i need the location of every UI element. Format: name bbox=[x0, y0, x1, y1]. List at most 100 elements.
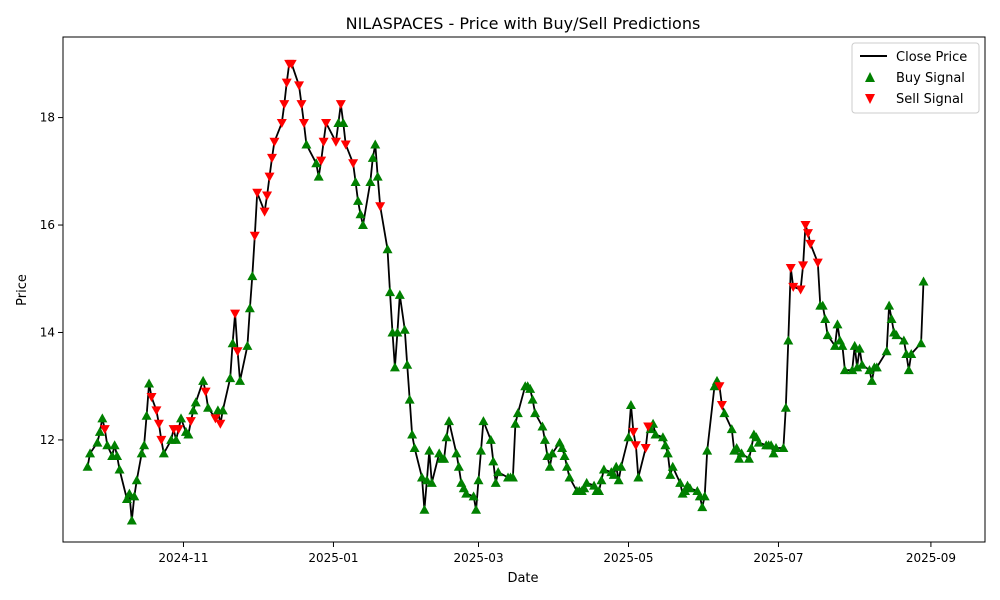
buy-signal-marker bbox=[542, 451, 553, 461]
buy-signal-marker bbox=[357, 220, 368, 230]
sell-signal-marker bbox=[798, 261, 809, 271]
buy-signal-marker bbox=[473, 475, 484, 485]
buy-signal-marker bbox=[820, 314, 831, 324]
sell-signal-marker bbox=[266, 153, 277, 163]
buy-signal-marker bbox=[244, 303, 255, 313]
legend-buy-signal: Buy Signal bbox=[896, 71, 965, 86]
buy-signal-marker bbox=[564, 472, 575, 482]
buy-signal-marker bbox=[416, 472, 427, 482]
buy-signal-marker bbox=[350, 177, 361, 187]
sell-signal-marker bbox=[800, 221, 811, 231]
buy-signal-marker bbox=[886, 314, 897, 324]
sell-signal-marker bbox=[99, 425, 110, 435]
buy-signal-marker bbox=[97, 413, 108, 423]
chart-title: NILASPACES - Price with Buy/Sell Predict… bbox=[346, 14, 701, 33]
buy-signal-marker bbox=[488, 456, 499, 466]
sell-signal-marker bbox=[276, 118, 287, 128]
buy-signal-marker bbox=[85, 448, 96, 458]
y-tick-label: 16 bbox=[40, 218, 55, 232]
buy-signal-marker bbox=[871, 362, 882, 372]
buy-signal-marker bbox=[176, 413, 187, 423]
sell-signal-marker bbox=[805, 239, 816, 249]
buy-signal-marker bbox=[616, 461, 627, 471]
buy-signal-marker bbox=[746, 442, 757, 452]
sell-signal-marker bbox=[262, 191, 273, 201]
buy-signal-marker bbox=[916, 338, 927, 348]
buy-signal-marker bbox=[613, 475, 624, 485]
buy-signal-marker bbox=[82, 461, 93, 471]
buy-signal-marker bbox=[665, 469, 676, 479]
sell-signal-layer bbox=[99, 59, 823, 453]
buy-signal-marker bbox=[217, 405, 228, 415]
buy-signal-marker bbox=[475, 445, 486, 455]
sell-signal-marker bbox=[348, 159, 359, 169]
buy-signal-marker bbox=[372, 171, 383, 181]
buy-signal-marker bbox=[817, 300, 828, 310]
sell-signal-marker bbox=[795, 285, 806, 295]
buy-signal-marker bbox=[530, 408, 541, 418]
sell-signal-marker bbox=[812, 258, 823, 268]
buy-signal-marker bbox=[684, 483, 695, 493]
x-axis: 2024-11 2025-01 2025-03 2025-05 2025-07 2025-… bbox=[158, 542, 956, 565]
sell-signal-marker bbox=[318, 137, 329, 147]
buy-signal-marker bbox=[453, 461, 464, 471]
buy-signal-marker bbox=[881, 346, 892, 356]
x-tick-label: 2025-09 bbox=[906, 551, 956, 565]
buy-signal-marker bbox=[144, 378, 155, 388]
buy-signal-marker bbox=[126, 515, 137, 525]
legend-close-price: Close Price bbox=[896, 50, 967, 65]
buy-signal-marker bbox=[559, 451, 570, 461]
x-tick-label: 2024-11 bbox=[158, 551, 208, 565]
legend-sell-swatch bbox=[865, 94, 875, 104]
buy-signal-marker bbox=[891, 330, 902, 340]
buy-signal-marker bbox=[581, 477, 592, 487]
buy-signal-marker bbox=[547, 448, 558, 458]
sell-signal-marker bbox=[321, 118, 332, 128]
buy-signal-marker bbox=[510, 418, 521, 428]
buy-signal-marker bbox=[633, 472, 644, 482]
buy-signal-marker bbox=[124, 488, 135, 498]
legend-buy-swatch bbox=[865, 72, 875, 82]
sell-signal-marker bbox=[185, 417, 196, 427]
sell-signal-marker bbox=[232, 347, 243, 357]
buy-signal-marker bbox=[353, 195, 364, 205]
buy-signal-marker bbox=[109, 440, 120, 450]
buy-signal-marker bbox=[121, 494, 132, 504]
buy-signal-marker bbox=[598, 464, 609, 474]
buy-signal-marker bbox=[864, 365, 875, 375]
y-tick-label: 12 bbox=[40, 433, 55, 447]
buy-signal-marker bbox=[190, 397, 201, 407]
plot-frame bbox=[62, 36, 986, 543]
buy-signal-marker bbox=[225, 373, 236, 383]
buy-signal-marker bbox=[419, 504, 430, 514]
buy-signal-marker bbox=[242, 340, 253, 350]
buy-signal-marker bbox=[468, 491, 479, 501]
buy-signal-marker bbox=[493, 467, 504, 477]
buy-signal-marker bbox=[699, 491, 710, 501]
buy-signal-marker bbox=[847, 365, 858, 375]
sell-signal-marker bbox=[714, 382, 725, 392]
buy-signal-layer bbox=[82, 117, 929, 525]
sell-signal-marker bbox=[151, 406, 162, 416]
sell-signal-marker bbox=[788, 282, 799, 292]
sell-signal-marker bbox=[153, 419, 164, 429]
buy-signal-marker bbox=[183, 429, 194, 439]
buy-signal-marker bbox=[399, 324, 410, 334]
buy-signal-marker bbox=[837, 340, 848, 350]
buy-signal-marker bbox=[402, 359, 413, 369]
buy-signal-marker bbox=[112, 451, 123, 461]
buy-signal-marker bbox=[389, 362, 400, 372]
sell-signal-marker bbox=[316, 156, 327, 166]
buy-signal-marker bbox=[424, 445, 435, 455]
buy-signal-marker bbox=[382, 244, 393, 254]
buy-signal-marker bbox=[778, 442, 789, 452]
buy-signal-marker bbox=[726, 424, 737, 434]
buy-signal-marker bbox=[832, 319, 843, 329]
buy-signal-marker bbox=[313, 171, 324, 181]
buy-signal-marker bbox=[188, 405, 199, 415]
y-axis: 12 14 16 18 bbox=[40, 111, 63, 447]
sell-signal-marker bbox=[296, 100, 307, 110]
buy-signal-marker bbox=[507, 472, 518, 482]
